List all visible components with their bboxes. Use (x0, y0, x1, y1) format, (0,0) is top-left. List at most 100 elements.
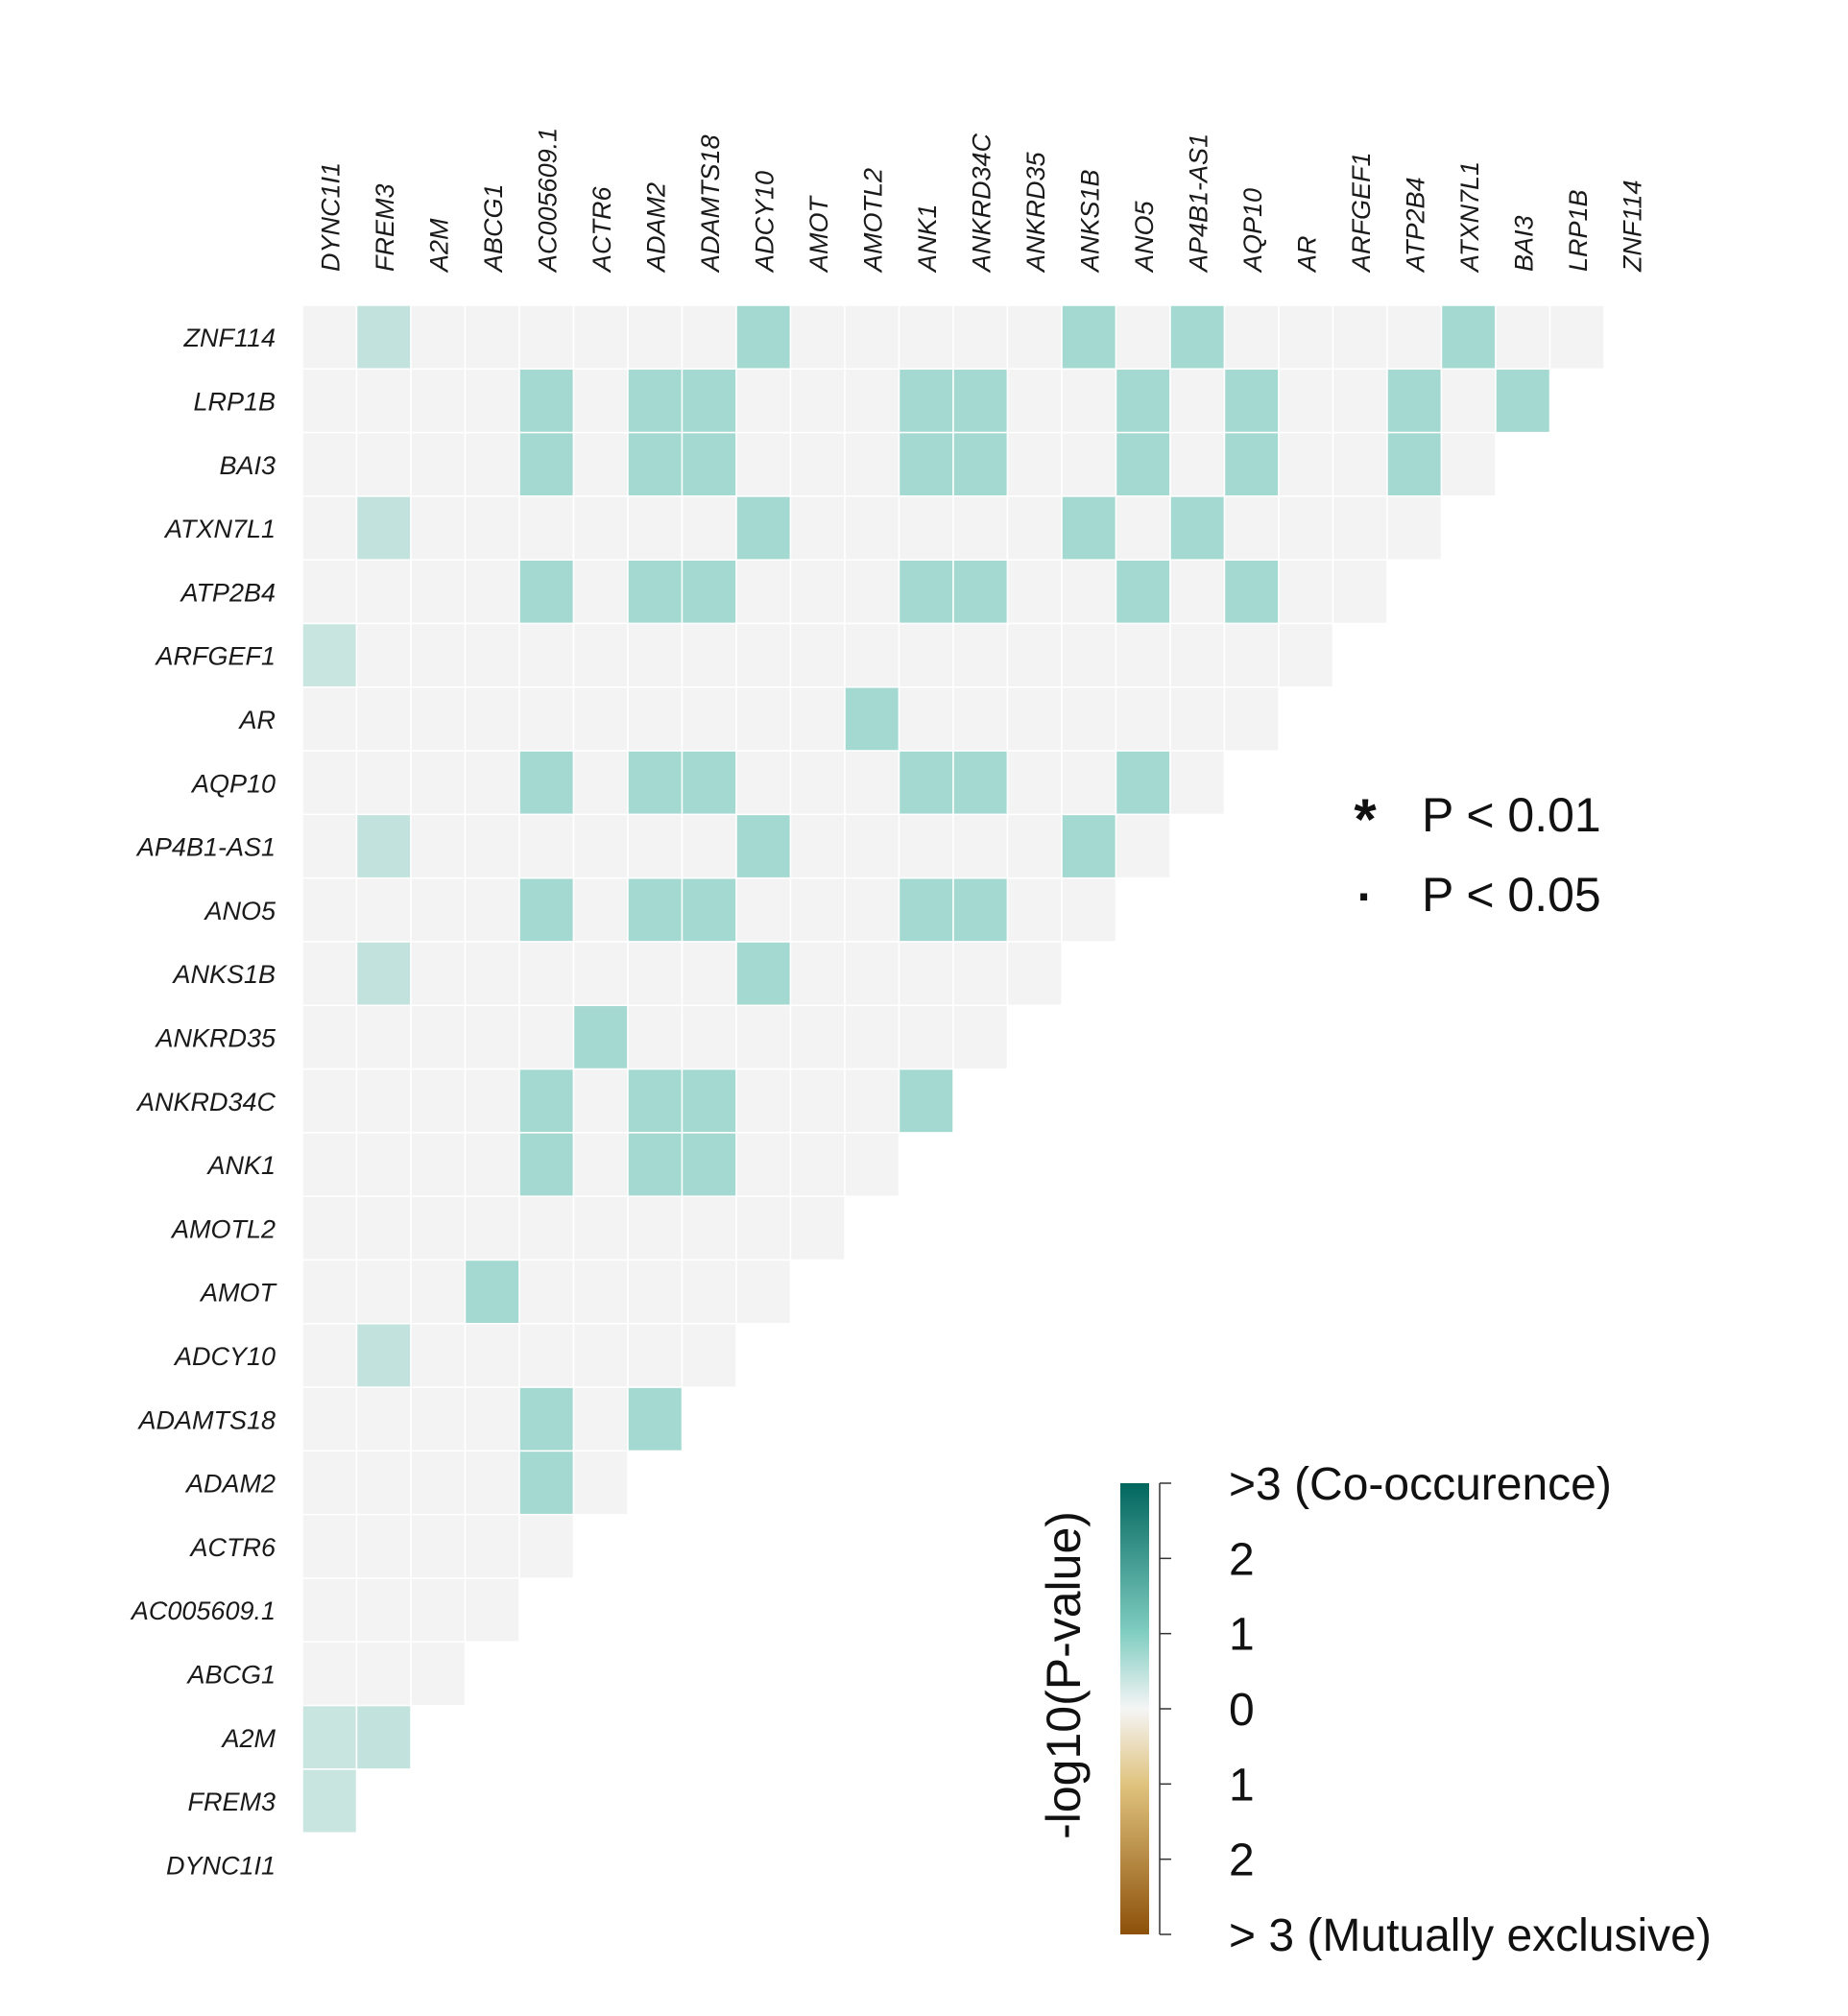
heatmap-cell (898, 368, 954, 434)
heatmap-cell (681, 941, 737, 1007)
heatmap-cell (301, 368, 358, 434)
heatmap-cell (735, 495, 792, 561)
significance-legend: * P < 0.01 · P < 0.05 (1354, 787, 1600, 924)
heatmap-cell (572, 559, 629, 625)
heatmap-cell (1169, 622, 1226, 688)
heatmap-cell (572, 941, 629, 1007)
heatmap-cell (301, 750, 358, 816)
heatmap-cell (1332, 368, 1388, 434)
heatmap-cell (898, 431, 954, 497)
heatmap-cell (1332, 559, 1388, 625)
heatmap-cell (681, 750, 737, 816)
row-label: ANKRD35 (154, 1023, 276, 1052)
heatmap-cell (681, 813, 737, 879)
heatmap-cell (464, 495, 520, 561)
row-labels: ZNF114 LRP1B BAI3 ATXN7L1 ATP2B4 ARFGEF1 AR AQP… (130, 324, 278, 1880)
heatmap-cell (681, 1195, 737, 1261)
heatmap-cell (898, 559, 954, 625)
heatmap-cell (1006, 431, 1063, 497)
heatmap-cell (572, 876, 629, 943)
heatmap-cell (627, 1195, 684, 1261)
heatmap-cell (464, 1386, 520, 1452)
column-label: A2M (424, 218, 453, 274)
heatmap-cell (301, 1577, 358, 1644)
heatmap-cell (1061, 559, 1117, 625)
sig-label-005: P < 0.05 (1422, 868, 1601, 922)
heatmap-cell (952, 813, 1009, 879)
heatmap-cell (627, 1259, 684, 1325)
column-label: BAI3 (1509, 215, 1538, 272)
heatmap-cell (735, 1259, 792, 1325)
heatmap-cell (301, 1132, 358, 1197)
heatmap-cell (627, 495, 684, 561)
heatmap-cell (301, 1386, 358, 1452)
heatmap-cell (735, 559, 792, 625)
heatmap-cell (518, 368, 575, 434)
heatmap-cell (627, 368, 684, 434)
row-label: AQP10 (190, 769, 276, 798)
heatmap-cell (1006, 686, 1063, 752)
heatmap-cell (355, 1132, 412, 1197)
heatmap-cell (898, 686, 954, 752)
heatmap-cell (464, 1577, 520, 1644)
heatmap-cell (627, 813, 684, 879)
heatmap-cell (518, 1323, 575, 1388)
heatmap-cell (1440, 304, 1497, 371)
heatmap-cell (301, 1450, 358, 1516)
heatmap-cell (844, 813, 900, 879)
heatmap-cell (1115, 622, 1171, 688)
heatmap-cell (410, 686, 467, 752)
heatmap-cell (789, 1195, 846, 1261)
column-label: AR (1292, 235, 1321, 274)
heatmap-cell (572, 1004, 629, 1070)
row-label: ACTR6 (188, 1533, 276, 1562)
heatmap-cell (301, 1259, 358, 1325)
colorbar-tick-label: 2 (1229, 1534, 1255, 1585)
heatmap-cell (627, 304, 684, 371)
heatmap-cell (410, 1513, 467, 1579)
colorbar-ticks: >3 (Co-occurence) 2 1 0 1 2 > 3 (Mutually excl… (1159, 1459, 1712, 1961)
heatmap-cell (681, 1004, 737, 1070)
heatmap-cell (789, 876, 846, 943)
heatmap-cell (518, 686, 575, 752)
heatmap-cell (1278, 304, 1334, 371)
heatmap-cell (952, 622, 1009, 688)
heatmap-cell (1115, 813, 1171, 879)
heatmap-cell (735, 622, 792, 688)
column-label: ADAM2 (641, 182, 670, 274)
sig-symbol-star: * (1354, 787, 1377, 852)
heatmap-cell (844, 1068, 900, 1134)
heatmap-cell (410, 750, 467, 816)
column-label: AMOT (804, 194, 833, 274)
heatmap-cell (681, 431, 737, 497)
heatmap-cell (572, 1259, 629, 1325)
heatmap-cell (789, 813, 846, 879)
heatmap-cell (301, 1323, 358, 1388)
heatmap-cell (1115, 304, 1171, 371)
heatmap-cell (844, 1132, 900, 1197)
heatmap-cell (464, 1004, 520, 1070)
row-label: DYNC1I1 (166, 1851, 276, 1880)
heatmap-cell (789, 686, 846, 752)
heatmap-cell (1386, 495, 1443, 561)
heatmap-cell (898, 1068, 954, 1134)
row-label: AMOT (199, 1279, 278, 1308)
heatmap-cell (410, 622, 467, 688)
heatmap-cell (952, 431, 1009, 497)
heatmap-cell (464, 750, 520, 816)
heatmap-cell (355, 368, 412, 434)
heatmap-cell (1006, 559, 1063, 625)
heatmap-cell (572, 368, 629, 434)
column-label: FREM3 (371, 183, 399, 272)
heatmap-cell (355, 813, 412, 879)
heatmap-cell (301, 559, 358, 625)
column-label: ADAMTS18 (696, 134, 725, 274)
heatmap-cell (464, 1323, 520, 1388)
heatmap-cell (355, 686, 412, 752)
heatmap-cell (1278, 559, 1334, 625)
heatmap-cell (844, 876, 900, 943)
heatmap-cell (410, 813, 467, 879)
heatmap-cell (1495, 304, 1551, 371)
heatmap-cell (464, 559, 520, 625)
heatmap-cell (301, 1004, 358, 1070)
